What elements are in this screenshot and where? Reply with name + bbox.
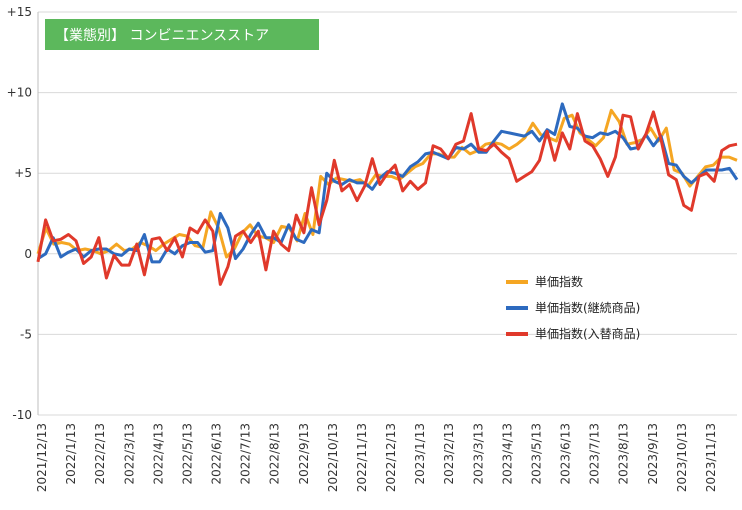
x-tick-label: 2023/11/13 bbox=[704, 423, 718, 492]
x-tick-label: 2023/4/13 bbox=[500, 423, 514, 485]
x-tick-label: 2023/2/13 bbox=[442, 423, 456, 485]
y-axis-ticks: +15 +10 +5 0 -5 -10 bbox=[7, 5, 32, 422]
x-tick-label: 2023/3/13 bbox=[471, 423, 485, 485]
legend-label-continuing-products: 単価指数(継続商品) bbox=[535, 300, 640, 315]
x-tick-label: 2022/10/13 bbox=[326, 423, 340, 492]
series-line-2 bbox=[36, 110, 738, 286]
grid bbox=[37, 11, 737, 416]
x-tick-label: 2023/6/13 bbox=[559, 423, 573, 485]
chart-title-background bbox=[45, 19, 319, 50]
x-tick-label: 2023/10/13 bbox=[675, 423, 689, 492]
x-tick-label: 2022/5/13 bbox=[180, 423, 194, 485]
series-layer bbox=[36, 102, 739, 286]
x-tick-label: 2023/8/13 bbox=[617, 423, 631, 485]
x-tick-label: 2023/1/13 bbox=[413, 423, 427, 485]
legend: 単価指数 単価指数(継続商品) 単価指数(入替商品) bbox=[506, 274, 640, 341]
legend-label-unit-price-index: 単価指数 bbox=[535, 274, 583, 289]
x-tick-label: 2022/11/13 bbox=[355, 423, 369, 492]
x-axis-ticks: 2021/12/13 2022/1/13 2022/2/13 2022/3/13 202… bbox=[35, 423, 718, 492]
x-tick-label: 2023/7/13 bbox=[588, 423, 602, 485]
x-tick-label: 2022/7/13 bbox=[239, 423, 253, 485]
x-tick-label: 2022/6/13 bbox=[210, 423, 224, 485]
y-tick-label: +5 bbox=[14, 166, 32, 180]
x-tick-label: 2022/9/13 bbox=[297, 423, 311, 485]
x-tick-label: 2022/1/13 bbox=[64, 423, 78, 485]
x-tick-label: 2023/5/13 bbox=[529, 423, 543, 485]
y-tick-label: +15 bbox=[7, 5, 32, 19]
x-tick-label: 2022/12/13 bbox=[384, 423, 398, 492]
x-tick-label: 2022/8/13 bbox=[268, 423, 282, 485]
x-tick-label: 2022/4/13 bbox=[151, 423, 165, 485]
x-tick-label: 2021/12/13 bbox=[35, 423, 49, 492]
legend-label-replaced-products: 単価指数(入替商品) bbox=[535, 326, 640, 341]
chart-title-box: 【業態別】 コンビニエンスストア bbox=[45, 19, 319, 50]
x-tick-label: 2022/2/13 bbox=[93, 423, 107, 485]
chart-title: 【業態別】 コンビニエンスストア bbox=[55, 28, 269, 44]
y-tick-label: +10 bbox=[7, 86, 32, 100]
y-tick-label: -10 bbox=[12, 408, 32, 422]
y-tick-label: 0 bbox=[24, 247, 32, 261]
y-tick-label: -5 bbox=[20, 327, 32, 341]
x-tick-label: 2023/9/13 bbox=[646, 423, 660, 485]
x-tick-label: 2022/3/13 bbox=[122, 423, 136, 485]
